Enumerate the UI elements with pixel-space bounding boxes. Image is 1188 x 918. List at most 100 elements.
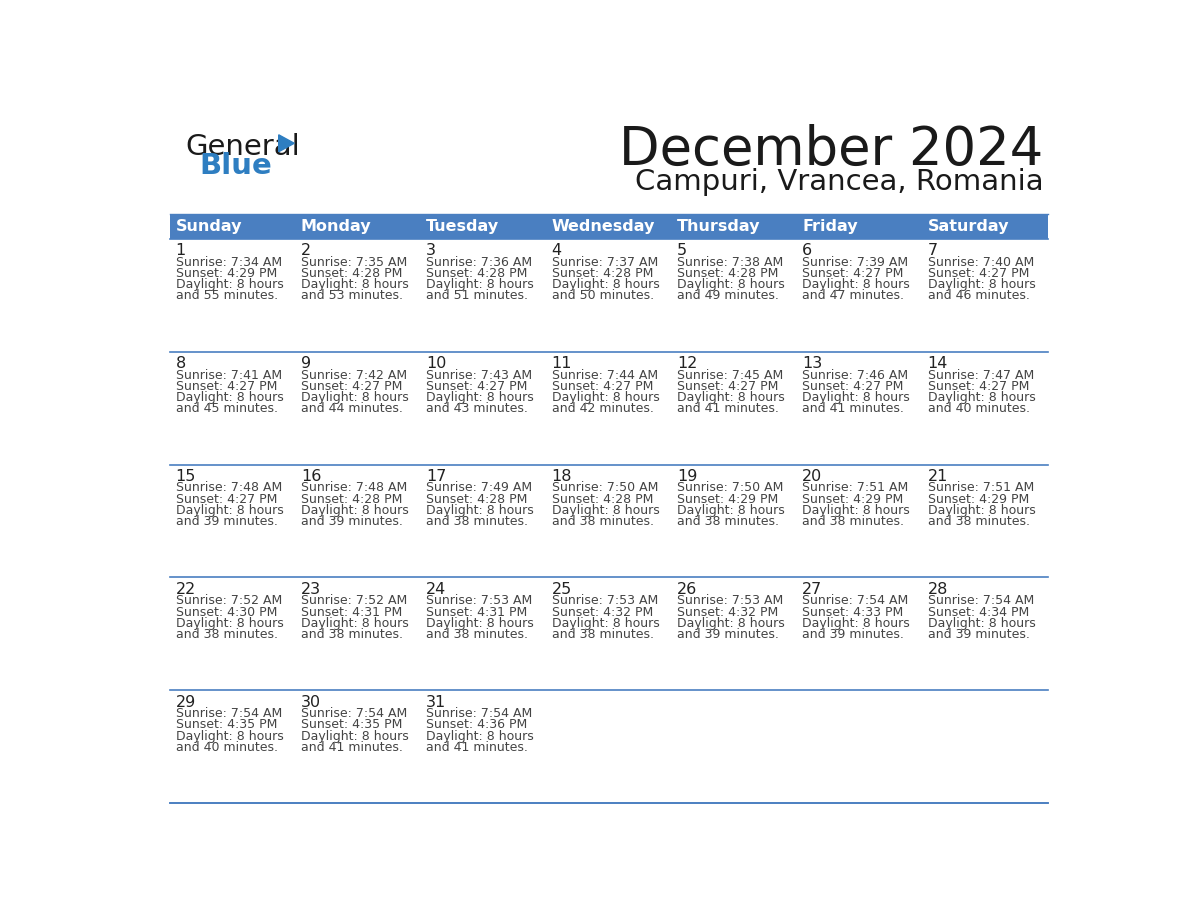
Text: Saturday: Saturday xyxy=(928,218,1009,234)
Text: Sunset: 4:28 PM: Sunset: 4:28 PM xyxy=(551,493,653,506)
Text: and 41 minutes.: and 41 minutes. xyxy=(301,741,403,754)
Text: and 43 minutes.: and 43 minutes. xyxy=(426,402,529,415)
Text: 7: 7 xyxy=(928,243,937,258)
Text: Sunset: 4:28 PM: Sunset: 4:28 PM xyxy=(426,267,527,280)
Text: 27: 27 xyxy=(802,582,822,597)
Text: 17: 17 xyxy=(426,469,447,484)
Text: Sunset: 4:27 PM: Sunset: 4:27 PM xyxy=(928,267,1029,280)
Text: Sunrise: 7:46 AM: Sunrise: 7:46 AM xyxy=(802,368,909,382)
Text: December 2024: December 2024 xyxy=(619,124,1043,176)
Text: and 49 minutes.: and 49 minutes. xyxy=(677,289,779,302)
Text: Sunrise: 7:51 AM: Sunrise: 7:51 AM xyxy=(928,481,1034,495)
Text: Sunrise: 7:50 AM: Sunrise: 7:50 AM xyxy=(677,481,783,495)
Text: Sunrise: 7:49 AM: Sunrise: 7:49 AM xyxy=(426,481,532,495)
Text: Sunrise: 7:40 AM: Sunrise: 7:40 AM xyxy=(928,256,1034,269)
Text: Daylight: 8 hours: Daylight: 8 hours xyxy=(551,504,659,517)
Text: Thursday: Thursday xyxy=(677,218,760,234)
Text: Sunset: 4:27 PM: Sunset: 4:27 PM xyxy=(176,380,277,393)
Text: Daylight: 8 hours: Daylight: 8 hours xyxy=(426,504,535,517)
Text: Sunset: 4:29 PM: Sunset: 4:29 PM xyxy=(802,493,904,506)
Text: Campuri, Vrancea, Romania: Campuri, Vrancea, Romania xyxy=(636,168,1043,196)
Text: and 38 minutes.: and 38 minutes. xyxy=(426,515,529,528)
Text: 12: 12 xyxy=(677,356,697,371)
Text: and 39 minutes.: and 39 minutes. xyxy=(802,628,904,641)
Text: Sunrise: 7:37 AM: Sunrise: 7:37 AM xyxy=(551,256,658,269)
Text: 5: 5 xyxy=(677,243,687,258)
Text: and 38 minutes.: and 38 minutes. xyxy=(802,515,904,528)
Text: Sunrise: 7:53 AM: Sunrise: 7:53 AM xyxy=(426,594,532,608)
Text: Daylight: 8 hours: Daylight: 8 hours xyxy=(928,617,1036,630)
Text: Sunrise: 7:54 AM: Sunrise: 7:54 AM xyxy=(928,594,1034,608)
Text: Sunset: 4:31 PM: Sunset: 4:31 PM xyxy=(426,606,527,619)
Text: Sunrise: 7:52 AM: Sunrise: 7:52 AM xyxy=(301,594,407,608)
Text: 16: 16 xyxy=(301,469,321,484)
Text: Daylight: 8 hours: Daylight: 8 hours xyxy=(802,617,910,630)
Text: 14: 14 xyxy=(928,356,948,371)
Polygon shape xyxy=(279,135,295,151)
Text: Daylight: 8 hours: Daylight: 8 hours xyxy=(928,391,1036,404)
Text: and 45 minutes.: and 45 minutes. xyxy=(176,402,278,415)
FancyBboxPatch shape xyxy=(421,214,546,239)
Text: Sunset: 4:28 PM: Sunset: 4:28 PM xyxy=(551,267,653,280)
Text: Daylight: 8 hours: Daylight: 8 hours xyxy=(928,504,1036,517)
Text: Sunrise: 7:39 AM: Sunrise: 7:39 AM xyxy=(802,256,909,269)
Text: Sunset: 4:27 PM: Sunset: 4:27 PM xyxy=(176,493,277,506)
Text: Daylight: 8 hours: Daylight: 8 hours xyxy=(551,391,659,404)
Text: and 41 minutes.: and 41 minutes. xyxy=(426,741,529,754)
Text: Sunset: 4:33 PM: Sunset: 4:33 PM xyxy=(802,606,904,619)
Text: Sunset: 4:29 PM: Sunset: 4:29 PM xyxy=(928,493,1029,506)
Text: Sunrise: 7:54 AM: Sunrise: 7:54 AM xyxy=(802,594,909,608)
Text: and 39 minutes.: and 39 minutes. xyxy=(176,515,278,528)
Text: and 50 minutes.: and 50 minutes. xyxy=(551,289,653,302)
Text: 3: 3 xyxy=(426,243,436,258)
Text: Sunrise: 7:47 AM: Sunrise: 7:47 AM xyxy=(928,368,1034,382)
Text: and 38 minutes.: and 38 minutes. xyxy=(677,515,779,528)
FancyBboxPatch shape xyxy=(546,214,671,239)
Text: Sunrise: 7:34 AM: Sunrise: 7:34 AM xyxy=(176,256,282,269)
Text: and 38 minutes.: and 38 minutes. xyxy=(176,628,278,641)
Text: Sunset: 4:28 PM: Sunset: 4:28 PM xyxy=(677,267,778,280)
Text: 22: 22 xyxy=(176,582,196,597)
Text: 19: 19 xyxy=(677,469,697,484)
Text: Daylight: 8 hours: Daylight: 8 hours xyxy=(677,504,785,517)
Text: Daylight: 8 hours: Daylight: 8 hours xyxy=(176,391,284,404)
Text: Sunset: 4:27 PM: Sunset: 4:27 PM xyxy=(551,380,653,393)
Text: Sunrise: 7:53 AM: Sunrise: 7:53 AM xyxy=(551,594,658,608)
Text: Tuesday: Tuesday xyxy=(426,218,499,234)
Text: Sunday: Sunday xyxy=(176,218,242,234)
Text: and 51 minutes.: and 51 minutes. xyxy=(426,289,529,302)
Text: Sunset: 4:31 PM: Sunset: 4:31 PM xyxy=(301,606,403,619)
Text: 13: 13 xyxy=(802,356,822,371)
Text: Sunrise: 7:44 AM: Sunrise: 7:44 AM xyxy=(551,368,658,382)
Text: 24: 24 xyxy=(426,582,447,597)
Text: 23: 23 xyxy=(301,582,321,597)
Text: Daylight: 8 hours: Daylight: 8 hours xyxy=(802,278,910,291)
Text: 20: 20 xyxy=(802,469,822,484)
FancyBboxPatch shape xyxy=(797,214,922,239)
FancyBboxPatch shape xyxy=(922,214,1048,239)
Text: Sunset: 4:27 PM: Sunset: 4:27 PM xyxy=(802,380,904,393)
Text: 10: 10 xyxy=(426,356,447,371)
Text: Sunset: 4:27 PM: Sunset: 4:27 PM xyxy=(677,380,778,393)
Text: Daylight: 8 hours: Daylight: 8 hours xyxy=(176,504,284,517)
Text: and 53 minutes.: and 53 minutes. xyxy=(301,289,403,302)
Text: 26: 26 xyxy=(677,582,697,597)
Text: Sunset: 4:27 PM: Sunset: 4:27 PM xyxy=(301,380,403,393)
Text: Sunrise: 7:35 AM: Sunrise: 7:35 AM xyxy=(301,256,407,269)
Text: and 41 minutes.: and 41 minutes. xyxy=(802,402,904,415)
Text: Sunset: 4:35 PM: Sunset: 4:35 PM xyxy=(301,719,403,732)
Text: Sunset: 4:29 PM: Sunset: 4:29 PM xyxy=(677,493,778,506)
Text: Sunset: 4:36 PM: Sunset: 4:36 PM xyxy=(426,719,527,732)
Text: Wednesday: Wednesday xyxy=(551,218,655,234)
Text: Sunrise: 7:50 AM: Sunrise: 7:50 AM xyxy=(551,481,658,495)
Text: and 38 minutes.: and 38 minutes. xyxy=(928,515,1030,528)
Text: Sunset: 4:32 PM: Sunset: 4:32 PM xyxy=(677,606,778,619)
Text: Daylight: 8 hours: Daylight: 8 hours xyxy=(426,617,535,630)
Text: 9: 9 xyxy=(301,356,311,371)
Text: Daylight: 8 hours: Daylight: 8 hours xyxy=(802,504,910,517)
Text: Sunset: 4:27 PM: Sunset: 4:27 PM xyxy=(928,380,1029,393)
FancyBboxPatch shape xyxy=(671,214,797,239)
Text: General: General xyxy=(185,133,299,162)
Text: Daylight: 8 hours: Daylight: 8 hours xyxy=(176,730,284,743)
Text: and 42 minutes.: and 42 minutes. xyxy=(551,402,653,415)
